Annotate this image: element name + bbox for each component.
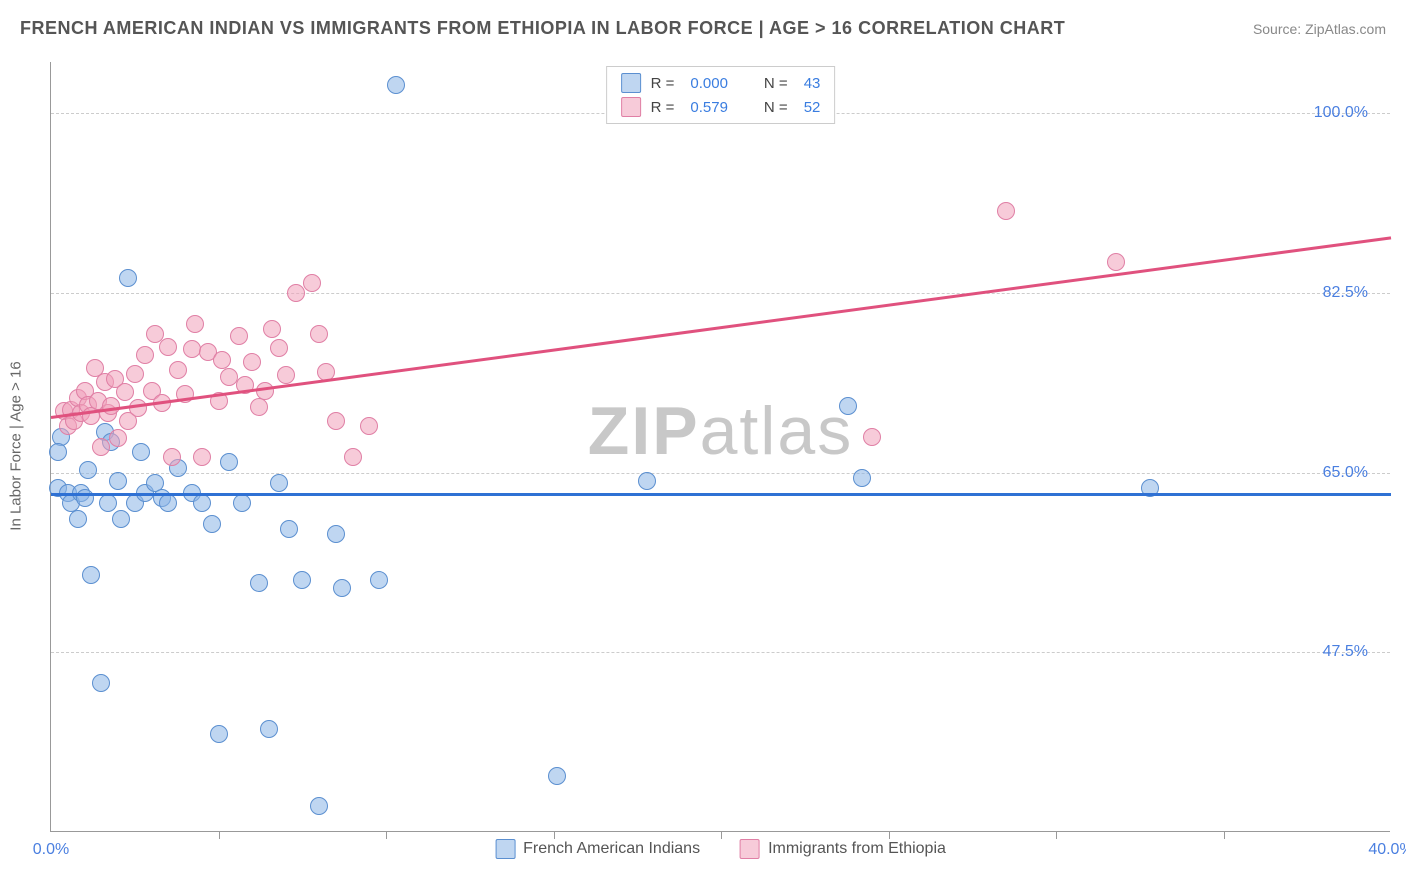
point-series1 bbox=[327, 525, 345, 543]
y-tick-label: 47.5% bbox=[1323, 643, 1368, 661]
y-tick-label: 82.5% bbox=[1323, 284, 1368, 302]
point-series2 bbox=[287, 284, 305, 302]
point-series2 bbox=[270, 339, 288, 357]
trendline-series2 bbox=[51, 237, 1391, 420]
point-series1 bbox=[333, 579, 351, 597]
y-tick-label: 65.0% bbox=[1323, 464, 1368, 482]
point-series2 bbox=[136, 346, 154, 364]
point-series2 bbox=[310, 325, 328, 343]
gridline-h bbox=[51, 293, 1390, 294]
legend-stats-row: R =0.000N =43 bbox=[621, 71, 821, 95]
point-series1 bbox=[69, 510, 87, 528]
legend-swatch bbox=[621, 97, 641, 117]
point-series2 bbox=[186, 315, 204, 333]
x-minor-tick bbox=[219, 831, 220, 839]
point-series2 bbox=[263, 320, 281, 338]
point-series1 bbox=[99, 494, 117, 512]
point-series2 bbox=[102, 397, 120, 415]
point-series2 bbox=[92, 438, 110, 456]
point-series1 bbox=[310, 797, 328, 815]
point-series1 bbox=[193, 494, 211, 512]
point-series2 bbox=[243, 353, 261, 371]
y-tick-label: 100.0% bbox=[1314, 104, 1368, 122]
point-series2 bbox=[169, 361, 187, 379]
point-series1 bbox=[79, 461, 97, 479]
trendline-series1 bbox=[51, 493, 1391, 496]
point-series1 bbox=[853, 469, 871, 487]
point-series2 bbox=[277, 366, 295, 384]
point-series1 bbox=[387, 76, 405, 94]
legend-label: Immigrants from Ethiopia bbox=[768, 840, 946, 858]
point-series1 bbox=[270, 474, 288, 492]
point-series1 bbox=[220, 453, 238, 471]
point-series1 bbox=[638, 472, 656, 490]
legend-series-item: Immigrants from Ethiopia bbox=[740, 839, 946, 859]
watermark: ZIPatlas bbox=[588, 392, 853, 470]
point-series2 bbox=[344, 448, 362, 466]
x-minor-tick bbox=[386, 831, 387, 839]
point-series2 bbox=[250, 398, 268, 416]
point-series2 bbox=[360, 417, 378, 435]
point-series1 bbox=[233, 494, 251, 512]
point-series1 bbox=[159, 494, 177, 512]
point-series2 bbox=[230, 327, 248, 345]
point-series1 bbox=[260, 720, 278, 738]
point-series2 bbox=[183, 340, 201, 358]
point-series1 bbox=[839, 397, 857, 415]
point-series2 bbox=[1107, 253, 1125, 271]
point-series1 bbox=[76, 489, 94, 507]
legend-swatch bbox=[740, 839, 760, 859]
point-series2 bbox=[126, 365, 144, 383]
title-bar: FRENCH AMERICAN INDIAN VS IMMIGRANTS FRO… bbox=[20, 18, 1386, 39]
watermark-b: atlas bbox=[700, 393, 854, 469]
point-series1 bbox=[82, 566, 100, 584]
watermark-a: ZIP bbox=[588, 393, 700, 469]
legend-swatch bbox=[621, 73, 641, 93]
point-series2 bbox=[213, 351, 231, 369]
point-series1 bbox=[132, 443, 150, 461]
point-series1 bbox=[92, 674, 110, 692]
chart-title: FRENCH AMERICAN INDIAN VS IMMIGRANTS FRO… bbox=[20, 18, 1065, 39]
point-series2 bbox=[109, 429, 127, 447]
legend-series-item: French American Indians bbox=[495, 839, 700, 859]
gridline-h bbox=[51, 473, 1390, 474]
legend-swatch bbox=[495, 839, 515, 859]
point-series2 bbox=[303, 274, 321, 292]
point-series2 bbox=[220, 368, 238, 386]
x-minor-tick bbox=[721, 831, 722, 839]
point-series2 bbox=[159, 338, 177, 356]
x-tick-label: 0.0% bbox=[33, 841, 69, 859]
point-series2 bbox=[997, 202, 1015, 220]
point-series1 bbox=[280, 520, 298, 538]
point-series2 bbox=[863, 428, 881, 446]
x-minor-tick bbox=[889, 831, 890, 839]
point-series1 bbox=[548, 767, 566, 785]
legend-stats-row: R =0.579N =52 bbox=[621, 95, 821, 119]
x-minor-tick bbox=[554, 831, 555, 839]
point-series1 bbox=[293, 571, 311, 589]
point-series1 bbox=[49, 443, 67, 461]
point-series1 bbox=[112, 510, 130, 528]
x-minor-tick bbox=[1224, 831, 1225, 839]
point-series1 bbox=[250, 574, 268, 592]
point-series2 bbox=[193, 448, 211, 466]
point-series1 bbox=[370, 571, 388, 589]
point-series1 bbox=[210, 725, 228, 743]
plot-area: ZIPatlas R =0.000N =43R =0.579N =52 Fren… bbox=[50, 62, 1390, 832]
y-axis-label: In Labor Force | Age > 16 bbox=[8, 361, 25, 530]
legend-label: French American Indians bbox=[523, 840, 700, 858]
legend-stats: R =0.000N =43R =0.579N =52 bbox=[606, 66, 836, 124]
x-minor-tick bbox=[1056, 831, 1057, 839]
point-series1 bbox=[109, 472, 127, 490]
point-series2 bbox=[327, 412, 345, 430]
x-tick-label: 40.0% bbox=[1368, 841, 1406, 859]
point-series1 bbox=[119, 269, 137, 287]
legend-series: French American Indians Immigrants from E… bbox=[495, 839, 946, 859]
gridline-h bbox=[51, 652, 1390, 653]
source-label: Source: ZipAtlas.com bbox=[1253, 21, 1386, 37]
point-series2 bbox=[116, 383, 134, 401]
point-series2 bbox=[163, 448, 181, 466]
point-series1 bbox=[203, 515, 221, 533]
